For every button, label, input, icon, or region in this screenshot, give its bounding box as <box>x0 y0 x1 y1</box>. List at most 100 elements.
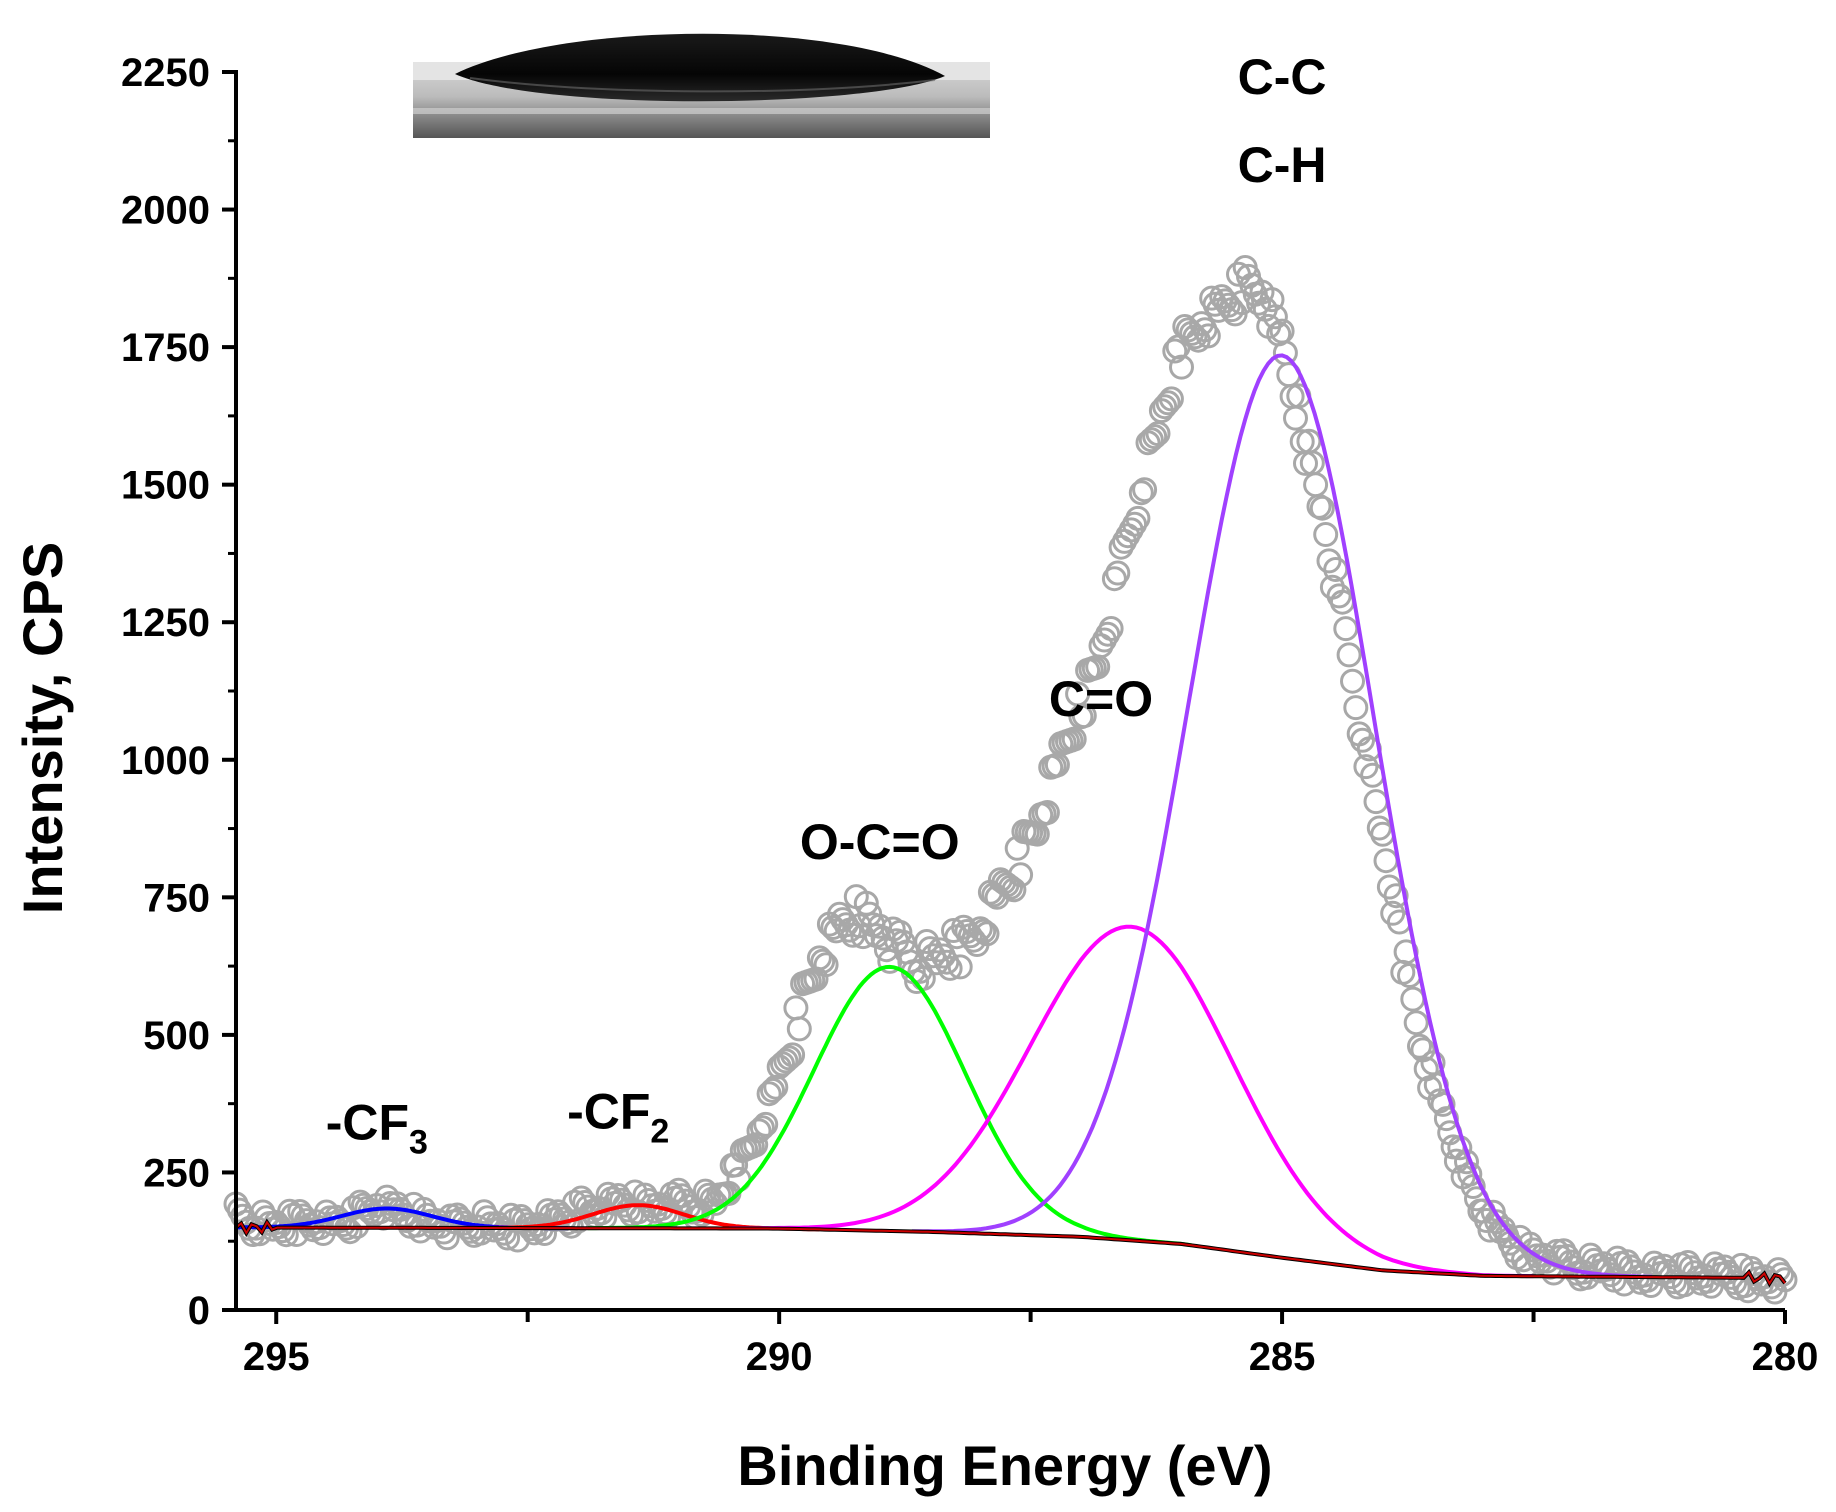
data-point <box>622 1179 648 1205</box>
data-point <box>1403 1010 1429 1036</box>
data-point <box>1283 405 1308 431</box>
data-point <box>1373 848 1399 874</box>
data-point <box>924 950 950 976</box>
data-point <box>1340 668 1365 694</box>
data-point <box>760 1077 785 1103</box>
water-droplet-inset <box>413 33 990 138</box>
data-point <box>1769 1262 1795 1288</box>
data-point <box>1477 1217 1503 1243</box>
data-point <box>947 954 973 980</box>
data-point <box>1343 695 1369 721</box>
peak-label: C-H <box>1238 137 1327 193</box>
x-tick-label: 290 <box>746 1335 813 1379</box>
y-tick-label: 750 <box>143 876 210 920</box>
y-tick-label: 1750 <box>121 326 210 370</box>
y-tick-label: 1500 <box>121 464 210 508</box>
data-point <box>1132 477 1158 503</box>
envelope-curve <box>235 1220 1786 1286</box>
y-axis-title: Intensity, CPS <box>11 542 74 914</box>
data-point <box>1383 883 1409 909</box>
axes: 295 290 285 280 0 250 500 750 1000 1250 1500 1750 20… <box>121 51 1818 1379</box>
data-point <box>1309 495 1335 521</box>
data-point <box>1195 323 1221 349</box>
data-point <box>1169 354 1194 380</box>
data-point <box>1259 287 1285 313</box>
x-axis-title: Binding Energy (eV) <box>737 1434 1272 1497</box>
data-point <box>773 1048 799 1074</box>
data-point <box>1142 424 1168 450</box>
x-tick-label: 285 <box>1249 1335 1316 1379</box>
peak-labels: -CF3 -CF2 O-C=O C=O C-C C-H <box>326 49 1327 1161</box>
data-point <box>1071 703 1097 729</box>
peak-label: -CF2 <box>567 1083 669 1150</box>
data-point <box>1034 800 1060 825</box>
data-point <box>967 916 993 942</box>
data-point <box>1400 986 1426 1012</box>
data-point <box>1001 877 1027 903</box>
component-curve-2 <box>588 964 1192 1248</box>
peak-label-subscript: 2 <box>650 1112 669 1150</box>
data-point <box>756 1081 782 1107</box>
data-point <box>1722 1270 1748 1295</box>
data-point <box>1262 304 1288 330</box>
data-point <box>1333 616 1359 642</box>
y-tick-label: 0 <box>188 1289 210 1333</box>
data-point <box>1162 338 1188 364</box>
data-point <box>783 995 809 1021</box>
data-point <box>1098 616 1124 641</box>
y-tick-label: 500 <box>143 1014 210 1058</box>
data-point <box>780 1042 806 1068</box>
data-point <box>753 1111 779 1137</box>
data-point <box>1363 789 1389 815</box>
data-point <box>1155 390 1181 416</box>
y-tick-label: 250 <box>143 1151 210 1195</box>
component-curve-3 <box>728 924 1534 1279</box>
peak-label: C=O <box>1049 671 1153 727</box>
data-point <box>1128 480 1154 506</box>
data-point <box>743 1132 769 1158</box>
data-point <box>937 955 963 981</box>
component-curve-4 <box>911 353 1653 1279</box>
data-point <box>1407 1033 1432 1059</box>
data-point <box>337 1219 363 1245</box>
data-point <box>810 948 836 974</box>
data-point <box>1158 386 1184 412</box>
data-point <box>1443 1148 1469 1174</box>
data-point <box>813 952 839 978</box>
plot-area <box>223 255 1798 1305</box>
data-point <box>1303 472 1329 498</box>
data-point <box>696 1182 722 1208</box>
data-point <box>1138 427 1164 453</box>
data-point <box>806 945 832 971</box>
data-point <box>1095 621 1121 647</box>
data-point <box>1105 560 1131 586</box>
data-point <box>1336 642 1362 668</box>
peak-label: O-C=O <box>800 814 960 870</box>
data-point <box>1661 1269 1687 1295</box>
peak-label: -CF3 <box>326 1094 428 1161</box>
data-point <box>1061 726 1087 752</box>
y-tick-label: 2250 <box>121 51 210 95</box>
data-point <box>974 921 1000 947</box>
data-point <box>1460 1174 1486 1199</box>
data-point <box>1101 566 1127 592</box>
peak-label-subscript: 3 <box>409 1123 428 1161</box>
y-tick-label: 2000 <box>121 189 210 233</box>
data-point <box>971 918 997 944</box>
data-point <box>1313 522 1339 547</box>
x-tick-label: 295 <box>243 1335 310 1379</box>
data-point <box>749 1115 775 1141</box>
data-points <box>223 255 1798 1305</box>
data-point <box>1246 290 1272 316</box>
data-point <box>786 1016 812 1042</box>
data-point <box>1152 394 1178 420</box>
data-point <box>746 1118 772 1144</box>
data-point <box>1125 505 1151 531</box>
data-point <box>1008 862 1034 888</box>
data-point <box>776 1045 802 1071</box>
y-tick-label: 1250 <box>121 601 210 645</box>
x-tick-label: 280 <box>1752 1335 1819 1379</box>
y-tick-label: 1000 <box>121 739 210 783</box>
peak-label: C-C <box>1238 49 1327 105</box>
